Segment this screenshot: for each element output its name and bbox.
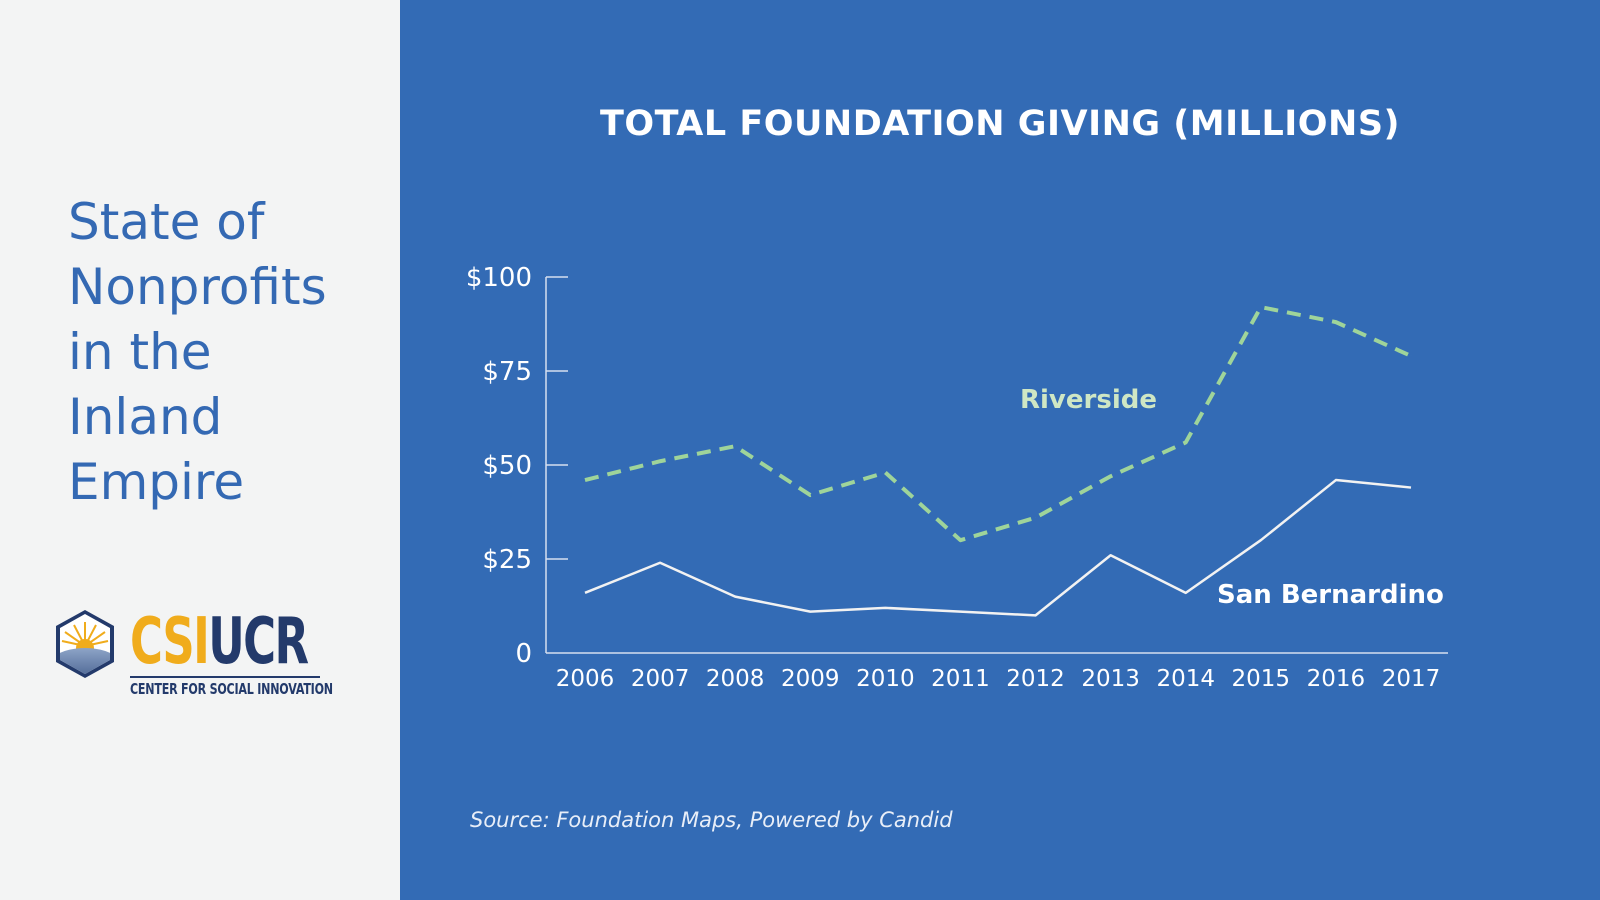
x-tick-label: 2015 xyxy=(1232,666,1291,692)
y-tick-label: $25 xyxy=(482,545,532,575)
x-tick-label: 2011 xyxy=(931,666,990,692)
page-title-line: in the xyxy=(68,323,212,381)
y-tick-label: 0 xyxy=(515,639,532,669)
x-tick-label: 2017 xyxy=(1382,666,1441,692)
page-title-line: Inland xyxy=(68,388,223,446)
x-tick-label: 2008 xyxy=(706,666,765,692)
x-tick-label: 2016 xyxy=(1307,666,1366,692)
chart-panel xyxy=(400,0,1600,900)
y-tick-label: $75 xyxy=(482,357,532,387)
series-line-riverside xyxy=(584,305,1412,543)
csiucr-logo: CSIUCR CENTER FOR SOCIAL INNOVATION xyxy=(52,608,333,698)
logo-ucr: UCR xyxy=(208,605,309,679)
series-line-san-bernardino xyxy=(584,478,1412,617)
x-tick-label: 2006 xyxy=(556,666,615,692)
x-tick-label: 2007 xyxy=(631,666,690,692)
x-tick-label: 2013 xyxy=(1081,666,1140,692)
series-label: Riverside xyxy=(1020,385,1157,415)
sidebar-panel: State of Nonprofits in the Inland Empire xyxy=(0,0,400,900)
page-title-line: Empire xyxy=(68,453,245,511)
page-title: State of Nonprofits in the Inland Empire xyxy=(68,190,327,515)
logo-wordmark: CSIUCR xyxy=(130,610,309,674)
logo-csi: CSI xyxy=(130,605,210,679)
source-note: Source: Foundation Maps, Powered by Cand… xyxy=(470,808,953,832)
logo-subtitle: CENTER FOR SOCIAL INNOVATION xyxy=(130,680,333,698)
page-title-line: Nonprofits xyxy=(68,258,327,316)
logo-divider xyxy=(130,676,320,678)
y-tick-label: $50 xyxy=(482,451,532,481)
x-tick-label: 2014 xyxy=(1156,666,1215,692)
chart-title: TOTAL FOUNDATION GIVING (MILLIONS) xyxy=(599,104,1401,144)
sunrise-hexagon-icon xyxy=(56,610,114,678)
series-label: San Bernardino xyxy=(1217,580,1444,610)
page-title-line: State of xyxy=(68,193,265,251)
y-tick-label: $100 xyxy=(466,263,532,293)
x-tick-label: 2012 xyxy=(1006,666,1065,692)
x-tick-label: 2009 xyxy=(781,666,840,692)
x-tick-label: 2010 xyxy=(856,666,915,692)
